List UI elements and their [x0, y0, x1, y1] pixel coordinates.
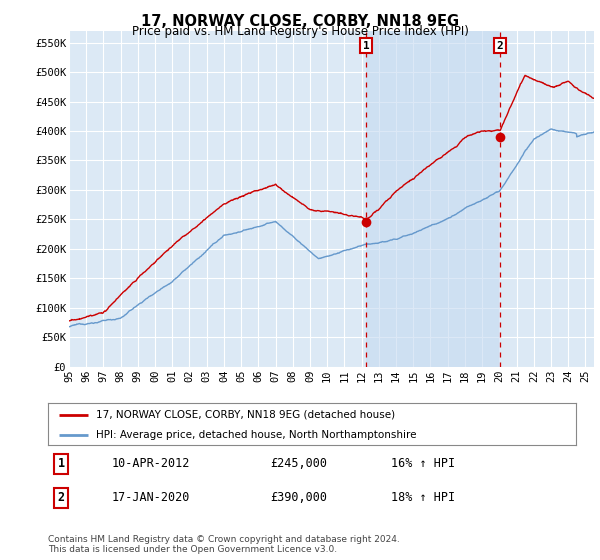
Text: HPI: Average price, detached house, North Northamptonshire: HPI: Average price, detached house, Nort… — [95, 430, 416, 440]
Text: 1: 1 — [58, 457, 65, 470]
Text: Contains HM Land Registry data © Crown copyright and database right 2024.
This d: Contains HM Land Registry data © Crown c… — [48, 535, 400, 554]
Text: 2: 2 — [58, 491, 65, 504]
Text: Price paid vs. HM Land Registry's House Price Index (HPI): Price paid vs. HM Land Registry's House … — [131, 25, 469, 38]
Bar — [366, 31, 500, 367]
Text: 16% ↑ HPI: 16% ↑ HPI — [391, 457, 455, 470]
Text: 17, NORWAY CLOSE, CORBY, NN18 9EG: 17, NORWAY CLOSE, CORBY, NN18 9EG — [141, 14, 459, 29]
Text: 17-JAN-2020: 17-JAN-2020 — [112, 491, 190, 504]
Text: £245,000: £245,000 — [270, 457, 327, 470]
Text: £390,000: £390,000 — [270, 491, 327, 504]
Text: 1: 1 — [363, 40, 370, 50]
Text: 2: 2 — [497, 40, 503, 50]
Text: 18% ↑ HPI: 18% ↑ HPI — [391, 491, 455, 504]
Text: 17, NORWAY CLOSE, CORBY, NN18 9EG (detached house): 17, NORWAY CLOSE, CORBY, NN18 9EG (detac… — [95, 410, 395, 420]
Text: 10-APR-2012: 10-APR-2012 — [112, 457, 190, 470]
